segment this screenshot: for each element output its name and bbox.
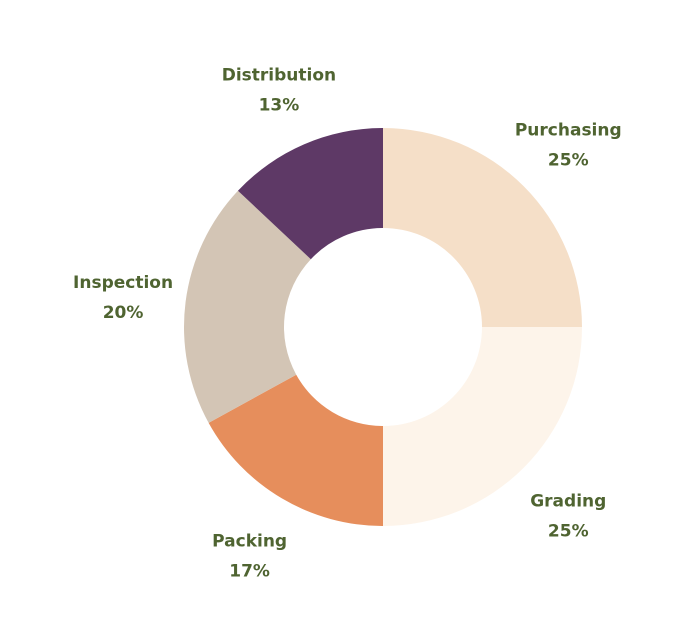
slice-inspection: [184, 190, 311, 423]
slice-label-grading: Grading: [530, 491, 606, 511]
slice-value-packing: 17%: [229, 562, 270, 582]
slice-label-packing: Packing: [212, 532, 287, 552]
slice-value-distribution: 13%: [259, 96, 300, 116]
slice-grading: [383, 327, 582, 526]
slice-value-inspection: 20%: [103, 303, 144, 323]
slices-group: [184, 128, 582, 526]
slice-packing: [208, 374, 383, 526]
slice-label-distribution: Distribution: [222, 66, 336, 86]
labels-group: Purchasing 25% Grading 25% Packing 17% Inspect…: [73, 66, 622, 582]
slice-value-purchasing: 25%: [548, 151, 589, 171]
slice-distribution: [237, 128, 383, 260]
slice-label-inspection: Inspection: [73, 273, 173, 293]
slice-purchasing: [383, 128, 582, 327]
slice-value-grading: 25%: [548, 521, 589, 541]
slice-label-purchasing: Purchasing: [515, 121, 622, 141]
